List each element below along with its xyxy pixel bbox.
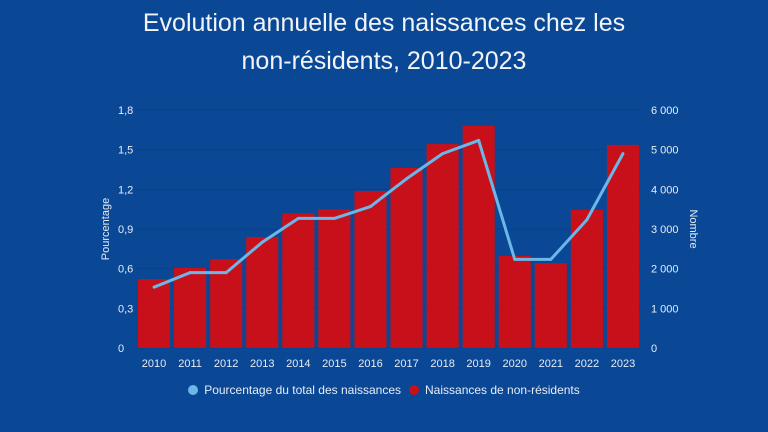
- line-point-2015[interactable]: [332, 216, 336, 220]
- x-tick-label: 2013: [250, 358, 274, 370]
- x-tick-label: 2018: [430, 358, 454, 370]
- bar-2021[interactable]: [534, 263, 567, 348]
- line-point-2022[interactable]: [585, 218, 589, 222]
- x-tick-label: 2021: [539, 358, 563, 370]
- line-point-2018[interactable]: [441, 152, 445, 156]
- x-tick-label: 2016: [358, 358, 382, 370]
- percentage-line: [153, 138, 625, 289]
- x-tick-label: 2015: [322, 358, 346, 370]
- bar-2018[interactable]: [426, 144, 459, 348]
- line-point-2020[interactable]: [513, 257, 517, 261]
- x-tick-label: 2010: [142, 358, 166, 370]
- bar-2023[interactable]: [606, 144, 639, 348]
- line-point-2021[interactable]: [549, 257, 553, 261]
- legend: Pourcentage du total des naissances Nais…: [0, 383, 768, 397]
- chart-title-line-2: non-résidents, 2010-2023: [241, 47, 527, 75]
- right-tick-label: 5 000: [651, 145, 679, 157]
- x-tick-label: 2022: [575, 358, 599, 370]
- left-tick-label: 0,3: [118, 303, 133, 315]
- legend-label-births: Naissances de non-résidents: [425, 383, 580, 397]
- left-axis-title: Pourcentage: [100, 198, 112, 260]
- x-tick-label: 2014: [286, 358, 310, 370]
- line-point-2011[interactable]: [188, 271, 192, 275]
- right-tick-label: 0: [651, 343, 657, 355]
- line-point-2017[interactable]: [405, 177, 409, 181]
- line-series: [152, 138, 625, 289]
- legend-item-births[interactable]: Naissances de non-résidents: [409, 383, 580, 397]
- left-tick-label: 1,8: [118, 105, 133, 117]
- chart-title-line-1: Evolution annuelle des naissances chez l…: [142, 9, 626, 37]
- bar-2011[interactable]: [174, 267, 207, 348]
- bar-2013[interactable]: [246, 236, 279, 348]
- line-point-2019[interactable]: [477, 138, 481, 142]
- x-tick-label: 2019: [466, 358, 490, 370]
- bar-2010[interactable]: [138, 278, 171, 348]
- chart-title: Evolution annuelle des naissances chez l…: [0, 4, 768, 80]
- left-tick-label: 0,6: [118, 264, 133, 276]
- x-tick-label: 2020: [503, 358, 527, 370]
- line-point-2023[interactable]: [621, 152, 625, 156]
- bar-2017[interactable]: [390, 167, 423, 348]
- legend-item-percentage[interactable]: Pourcentage du total des naissances: [188, 383, 401, 397]
- line-point-2010[interactable]: [152, 285, 156, 289]
- legend-swatch-percentage: [188, 385, 199, 395]
- line-point-2012[interactable]: [224, 271, 228, 275]
- right-tick-label: 1 000: [651, 303, 679, 315]
- right-axis-ticks: 0 1 000 2 000 3 000 4 000 5 000 6 000: [651, 105, 679, 355]
- x-tick-label: 2012: [214, 358, 238, 370]
- left-tick-label: 0,9: [118, 224, 133, 236]
- bar-series: [138, 125, 639, 348]
- x-axis-ticks: 2010 2011 2012 2013 2014 2015 2016 2017 2018 2019…: [142, 358, 635, 370]
- bar-2020[interactable]: [498, 255, 531, 348]
- right-tick-label: 2 000: [651, 264, 679, 276]
- legend-swatch-births: [409, 385, 420, 395]
- bar-2014[interactable]: [282, 213, 315, 348]
- line-point-2013[interactable]: [260, 240, 264, 244]
- bar-2016[interactable]: [354, 190, 387, 348]
- right-tick-label: 4 000: [651, 184, 679, 196]
- line-point-2014[interactable]: [296, 216, 300, 220]
- x-tick-label: 2011: [178, 358, 202, 370]
- right-tick-label: 6 000: [651, 105, 679, 117]
- x-tick-label: 2023: [611, 358, 635, 370]
- legend-label-percentage: Pourcentage du total des naissances: [204, 383, 402, 397]
- left-tick-label: 1,5: [118, 145, 133, 157]
- right-axis-title: Nombre: [687, 209, 699, 248]
- bar-2015[interactable]: [318, 209, 351, 348]
- left-tick-label: 1,2: [118, 184, 133, 196]
- left-axis-ticks: 0 0,3 0,6 0,9 1,2 1,5 1,8: [118, 105, 133, 355]
- line-point-2016[interactable]: [368, 205, 372, 209]
- bar-2019[interactable]: [462, 125, 495, 348]
- x-tick-label: 2017: [394, 358, 418, 370]
- right-tick-label: 3 000: [651, 224, 679, 236]
- left-tick-label: 0: [118, 343, 124, 355]
